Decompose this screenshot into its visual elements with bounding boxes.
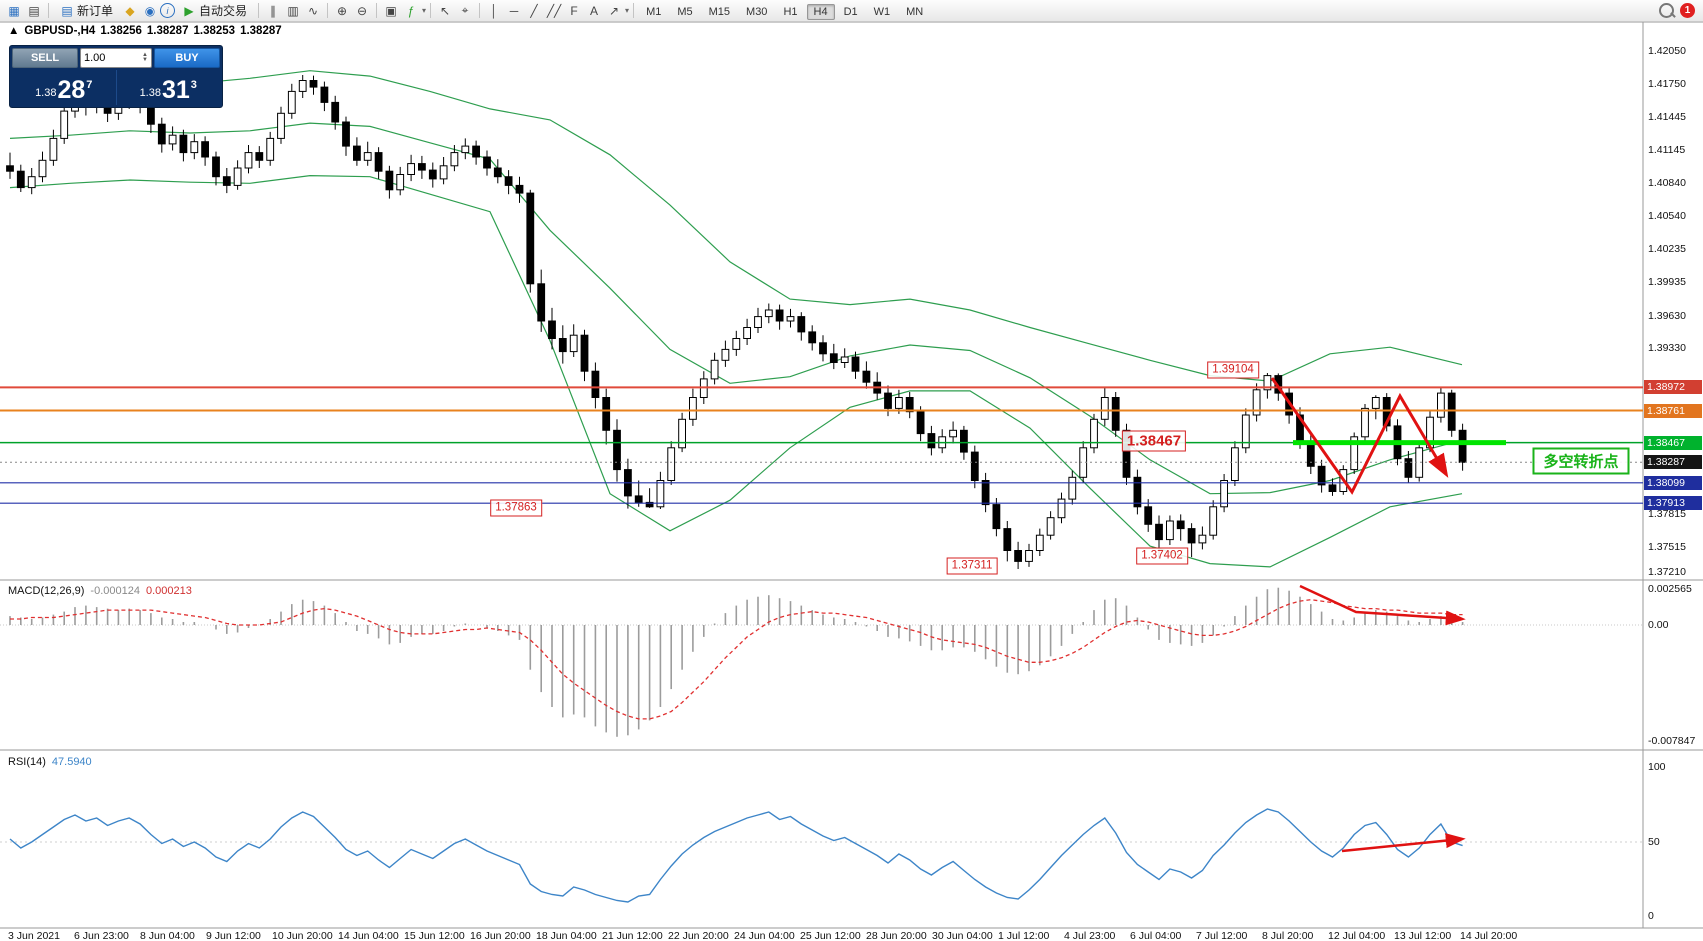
- buy-price-pip: 3: [190, 79, 197, 91]
- macd-signal-value: 0.000213: [145, 585, 192, 597]
- lot-size-input[interactable]: 1.00 ▲ ▼: [80, 48, 152, 68]
- timeframe-M5[interactable]: M5: [677, 5, 693, 18]
- auto-trading-play-icon: ▶: [184, 3, 194, 18]
- symbols-icon[interactable]: ◉: [144, 3, 156, 18]
- panel-frame: [0, 21, 1703, 929]
- rsi-name: RSI(14): [8, 756, 46, 768]
- toolbar-separator: [430, 3, 432, 18]
- quote-close: 1.38287: [240, 25, 282, 37]
- toolbar-separator: [258, 3, 260, 18]
- toolbar-separator: [327, 3, 329, 18]
- timeframe-W1[interactable]: W1: [873, 5, 891, 18]
- timeframe-M30[interactable]: M30: [746, 5, 768, 18]
- rsi-value: 47.5940: [51, 756, 92, 768]
- info-icon[interactable]: i: [160, 3, 176, 18]
- timeframe-H1[interactable]: H1: [783, 5, 798, 18]
- bollinger-bands: [9, 70, 1463, 568]
- horizontal-line-icon[interactable]: ─: [509, 3, 519, 18]
- candlestick-chart-icon[interactable]: ▥: [287, 3, 299, 18]
- trend-arrows[interactable]: [1270, 377, 1466, 853]
- text-tool-icon[interactable]: A: [590, 3, 599, 18]
- indicators-icon[interactable]: ƒ: [407, 3, 415, 18]
- new-chart-icon[interactable]: ▦: [8, 3, 20, 18]
- buy-price-prefix: 1.38: [139, 87, 161, 99]
- new-order-icon: ▤: [61, 3, 73, 18]
- timeframe-D1[interactable]: D1: [843, 5, 858, 18]
- buy-price-display[interactable]: 1.38 31 3: [117, 70, 221, 105]
- channel-icon[interactable]: ╱╱: [546, 3, 562, 18]
- macd-name: MACD(12,26,9): [8, 585, 85, 597]
- symbol-title: GBPUSD-,H4: [24, 25, 96, 37]
- vertical-line-icon[interactable]: │: [490, 3, 498, 18]
- rsi-arrow: [1341, 833, 1466, 853]
- bollinger-lower: [9, 174, 1463, 568]
- toolbar-separator: [48, 3, 49, 18]
- zoom-out-icon[interactable]: ⊖: [357, 3, 368, 18]
- fibonacci-icon[interactable]: F: [570, 3, 578, 18]
- timeframe-H4[interactable]: H4: [806, 3, 835, 20]
- arrows-dropdown-icon[interactable]: ▾: [625, 6, 630, 15]
- bar-chart-icon[interactable]: ∥: [270, 3, 277, 18]
- one-click-trading-panel: SELL 1.00 ▲ ▼ BUY 1.38 28 7 1.38 31 3: [9, 45, 223, 108]
- toolbar-separator: [633, 3, 635, 18]
- new-order-label: 新订单: [77, 4, 114, 18]
- timeframe-M15[interactable]: M15: [708, 5, 731, 18]
- rsi-line: [9, 808, 1463, 903]
- macd-arrow: [1299, 584, 1466, 626]
- sell-price-prefix: 1.38: [35, 87, 57, 99]
- cursor-icon[interactable]: ↖: [440, 3, 451, 18]
- macd-plot: [0, 587, 1643, 737]
- timeframe-group: M1 M5 M15 M30 H1 H4 D1 W1 MN: [638, 2, 931, 20]
- rsi-plot: [0, 808, 1643, 903]
- timeframe-M1[interactable]: M1: [646, 5, 662, 18]
- spinner-down-icon[interactable]: ▼: [142, 57, 148, 63]
- rsi-label: RSI(14) 47.5940: [8, 756, 92, 768]
- zoom-in-icon[interactable]: ⊕: [337, 3, 348, 18]
- toolbar-separator: [479, 3, 481, 18]
- timeframe-MN[interactable]: MN: [906, 5, 924, 18]
- spinner-up-icon[interactable]: ▲: [142, 52, 148, 58]
- sell-price-big: 28: [57, 76, 86, 104]
- quote-high: 1.38287: [146, 25, 189, 37]
- quote-low: 1.38253: [193, 25, 236, 37]
- quote-line: ▲ GBPUSD-,H4 1.38256 1.38287 1.38253 1.38287: [8, 25, 287, 37]
- new-order-button[interactable]: ▤ 新订单: [54, 1, 119, 21]
- search-icon[interactable]: [1659, 3, 1674, 18]
- toolbar-separator: [376, 3, 378, 18]
- macd-main-value: -0.000124: [90, 585, 140, 597]
- lot-size-value: 1.00: [84, 52, 106, 64]
- line-chart-icon[interactable]: ∿: [308, 3, 319, 18]
- candles: [6, 75, 1467, 569]
- lightning-icon[interactable]: ◆: [125, 3, 135, 18]
- sell-price-display[interactable]: 1.38 28 7: [12, 70, 117, 105]
- quote-open: 1.38256: [100, 25, 142, 37]
- toolbar: ▦ ▤ ▤ 新订单 ◆ ◉ i ▶ 自动交易 ∥ ▥ ∿ ⊕ ⊖ ▣ ƒ ▾ ↖…: [0, 0, 1703, 22]
- trendline-icon[interactable]: ╱: [530, 3, 538, 18]
- bollinger-middle: [9, 122, 1463, 495]
- buy-price-big: 31: [161, 76, 190, 104]
- auto-trading-label: 自动交易: [199, 4, 248, 18]
- sell-price-pip: 7: [86, 79, 93, 91]
- notification-badge[interactable]: 1: [1680, 3, 1695, 18]
- lot-spinner[interactable]: ▲ ▼: [142, 52, 148, 63]
- buy-button[interactable]: BUY: [154, 48, 220, 68]
- sell-button[interactable]: SELL: [12, 48, 78, 68]
- tile-windows-icon[interactable]: ▣: [385, 3, 397, 18]
- collapse-triangle-icon[interactable]: ▲: [8, 25, 20, 37]
- price-zigzag-arrow: [1270, 377, 1449, 495]
- horizontal-lines[interactable]: [0, 386, 1643, 504]
- macd-label: MACD(12,26,9) -0.000124 0.000213: [8, 585, 192, 597]
- crosshair-icon[interactable]: ⌖: [461, 3, 469, 17]
- macd-signal-line: [10, 599, 1463, 720]
- auto-trading-button[interactable]: ▶ 自动交易: [176, 1, 253, 21]
- profiles-icon[interactable]: ▤: [28, 3, 40, 18]
- arrows-tool-icon[interactable]: ↗: [609, 3, 620, 18]
- indicators-dropdown-icon[interactable]: ▾: [422, 6, 427, 15]
